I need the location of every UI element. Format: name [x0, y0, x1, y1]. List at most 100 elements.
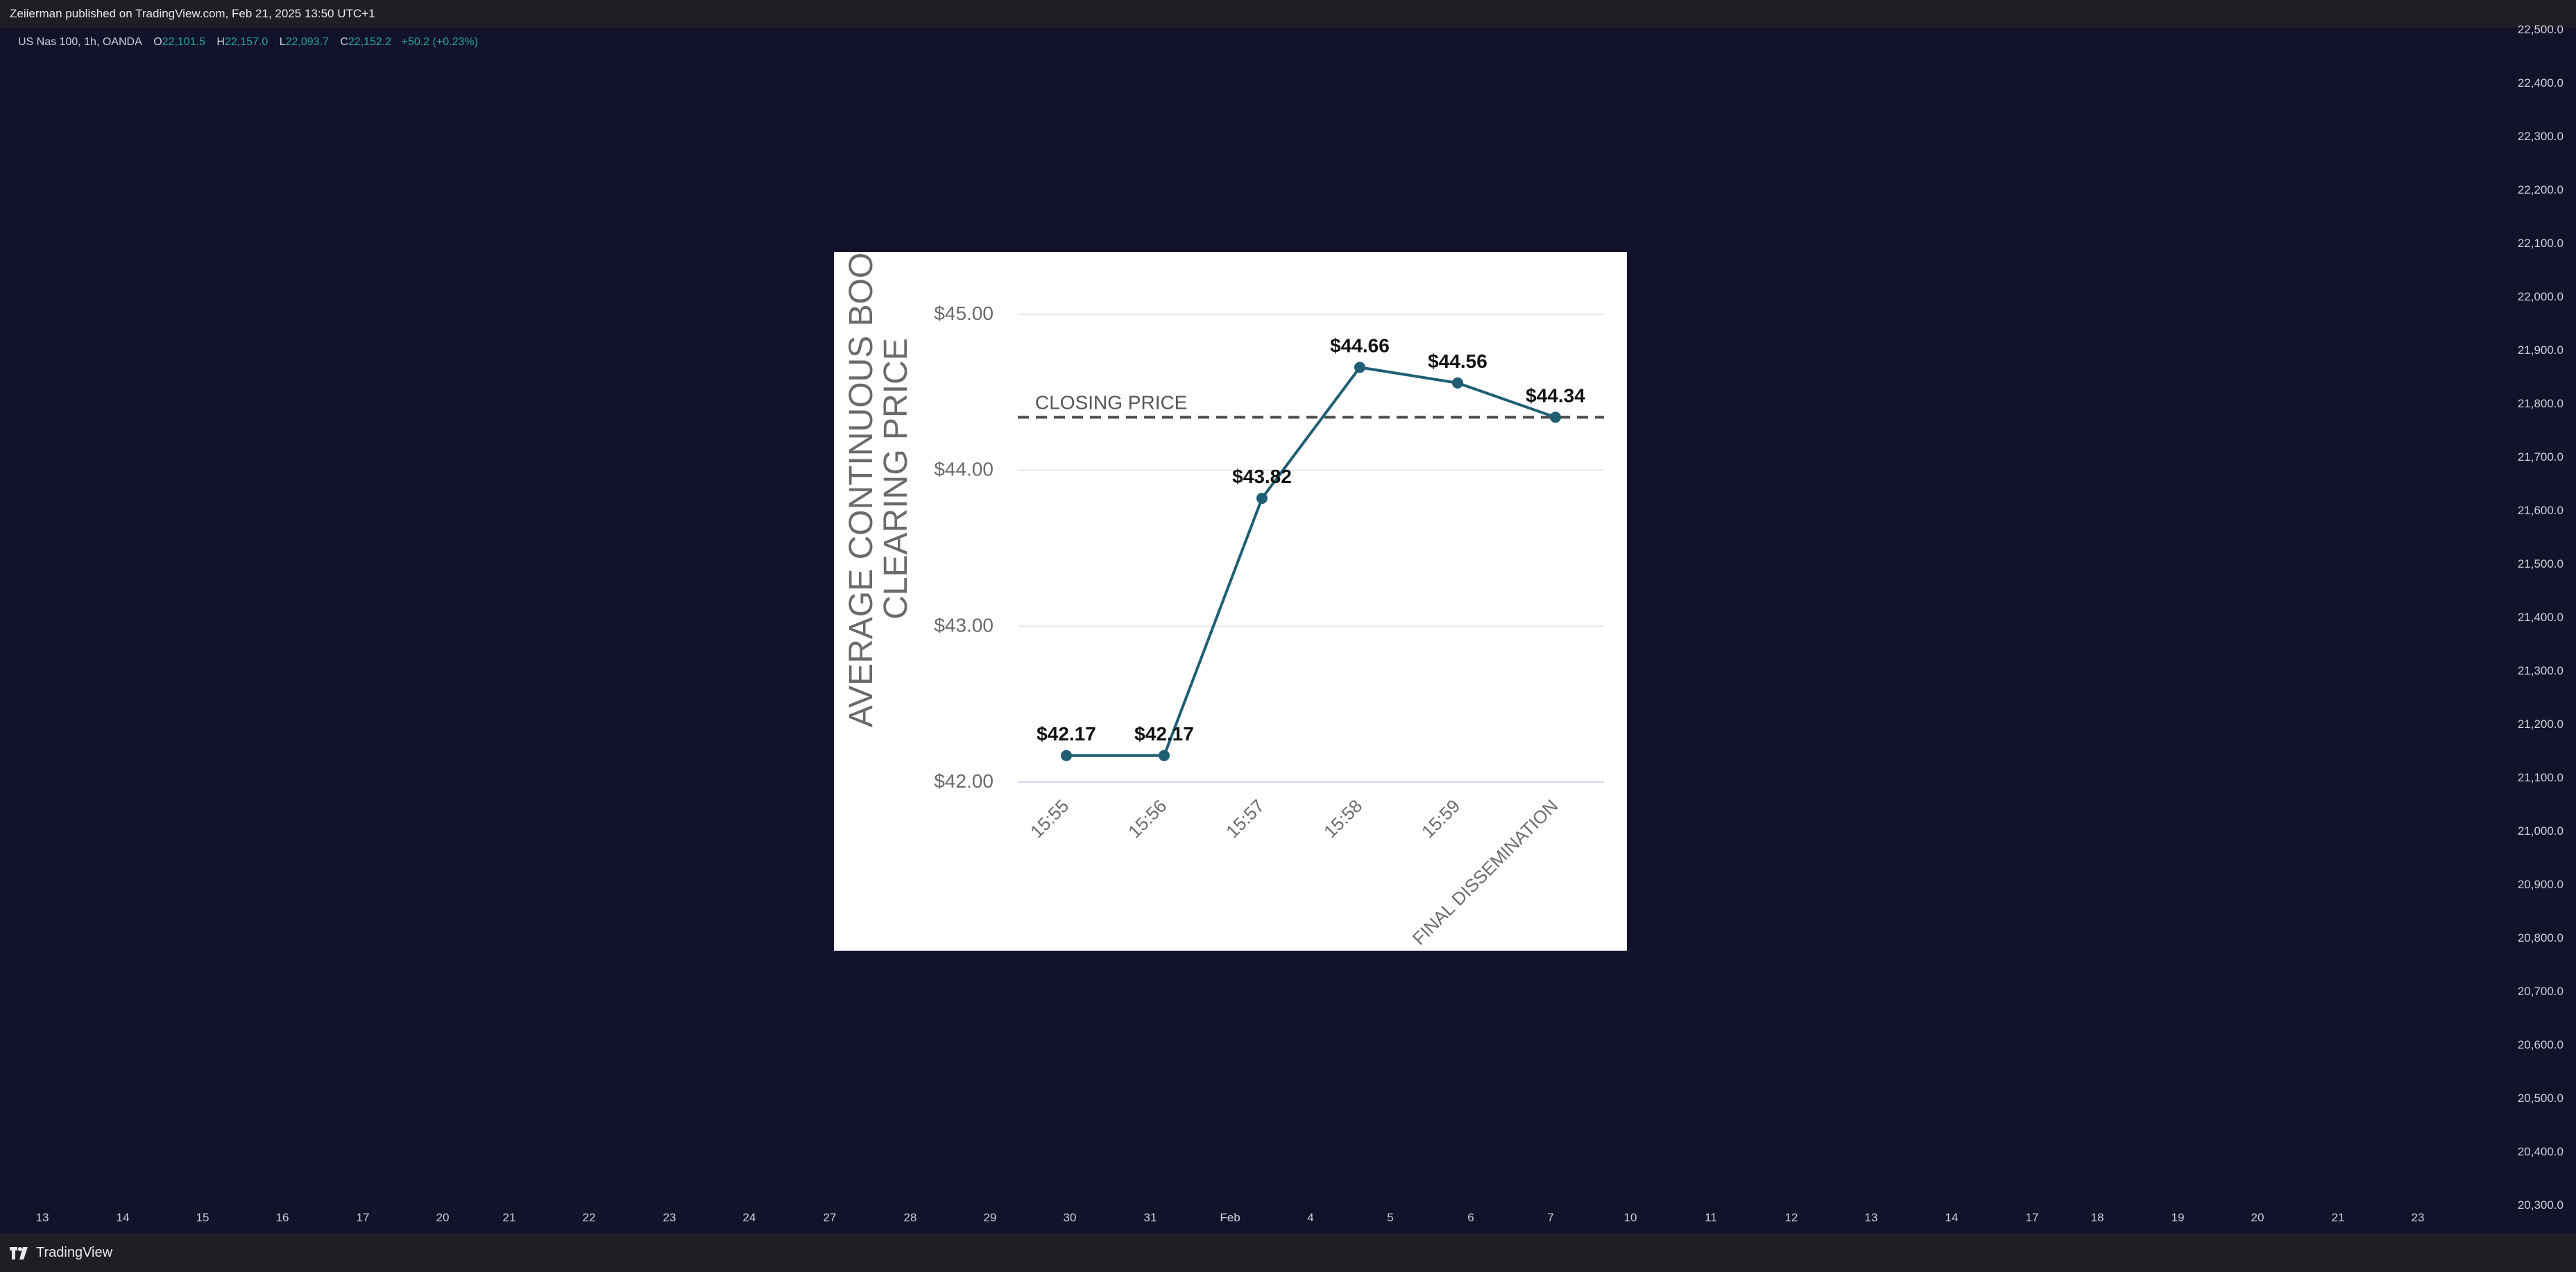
data-label: $42.17 [1037, 723, 1096, 745]
price-tick-label: 21,700.0 [2517, 450, 2564, 464]
y-tick-label: $45.00 [934, 303, 993, 324]
price-tick-label: 20,600.0 [2517, 1038, 2564, 1051]
tradingview-logo-text: TradingView [36, 1245, 113, 1260]
time-tick-label: 11 [1705, 1211, 1717, 1224]
time-tick-label: 6 [1467, 1211, 1474, 1224]
time-tick-label: 20 [436, 1211, 450, 1224]
time-tick-label: Feb [1220, 1211, 1240, 1224]
data-label: $44.66 [1330, 334, 1390, 356]
data-label: $44.34 [1526, 384, 1585, 406]
time-tick-label: 22 [582, 1211, 596, 1224]
low-label: L [279, 36, 286, 48]
time-tick-label: 18 [2090, 1211, 2104, 1224]
published-header: Zeiierman published on TradingView.com, … [0, 0, 2576, 28]
x-tick-label: 15:55 [1026, 795, 1073, 842]
time-tick-label: 19 [2171, 1211, 2185, 1224]
data-label: $42.17 [1134, 723, 1194, 745]
open-value: 22,101.5 [162, 36, 205, 48]
price-tick-label: 22,500.0 [2517, 23, 2564, 36]
price-tick-label: 22,000.0 [2517, 290, 2564, 303]
symbol-name[interactable]: US Nas 100, 1h, OANDA [18, 36, 142, 48]
time-tick-label: 24 [742, 1211, 756, 1224]
y-tick-label: $42.00 [934, 770, 993, 792]
close-value: 22,152.2 [348, 36, 392, 48]
price-tick-label: 20,300.0 [2517, 1198, 2564, 1212]
data-point [1354, 362, 1365, 373]
y-tick-label: $43.00 [934, 614, 993, 636]
data-point [1061, 749, 1072, 761]
price-tick-label: 22,400.0 [2517, 76, 2564, 90]
embedded-chart-image: $42.00 $43.00 $44.00 $45.00 AVERAGE CONTINUO… [834, 252, 1627, 951]
closing-price-label: CLOSING PRICE [1035, 391, 1187, 413]
y-tick-label: $44.00 [934, 459, 993, 480]
time-tick-label: 12 [1784, 1211, 1798, 1224]
time-tick-label: 14 [1945, 1211, 1959, 1224]
time-tick-label: 17 [2025, 1211, 2039, 1224]
time-tick-label: 4 [1307, 1211, 1314, 1224]
price-tick-label: 20,400.0 [2517, 1145, 2564, 1158]
price-tick-label: 20,800.0 [2517, 931, 2564, 944]
data-label: $43.82 [1232, 466, 1292, 487]
time-tick-label: 15 [196, 1211, 210, 1224]
time-tick-label: 7 [1547, 1211, 1554, 1224]
time-tick-label: 16 [275, 1211, 289, 1224]
y-axis-title-line-2: CLEARING PRICE [878, 338, 914, 619]
price-tick-label: 22,200.0 [2517, 183, 2564, 196]
price-tick-label: 21,300.0 [2517, 664, 2564, 677]
price-tick-label: 21,400.0 [2517, 611, 2564, 624]
price-tick-label: 20,500.0 [2517, 1092, 2564, 1105]
time-tick-label: 31 [1143, 1211, 1157, 1224]
data-point [1550, 412, 1561, 423]
open-label: O [153, 36, 162, 48]
x-tick-label: 15:58 [1320, 795, 1366, 842]
price-tick-label: 21,200.0 [2517, 718, 2564, 731]
clearing-price-line-chart: $42.00 $43.00 $44.00 $45.00 AVERAGE CONTINUO… [843, 252, 1604, 949]
y-axis-title-line-1: AVERAGE CONTINUOUS BOOK [843, 252, 880, 727]
price-tick-label: 21,900.0 [2517, 344, 2564, 357]
x-tick-label: 15:57 [1222, 795, 1268, 842]
low-value: 22,093.7 [285, 36, 329, 48]
price-tick-label: 20,700.0 [2517, 985, 2564, 998]
price-tick-label: 21,800.0 [2517, 397, 2564, 410]
published-text: Zeiierman published on TradingView.com, … [10, 7, 375, 20]
price-tick-label: 20,900.0 [2517, 878, 2564, 891]
time-tick-label: 30 [1063, 1211, 1077, 1224]
time-tick-label: 17 [356, 1211, 370, 1224]
footer-bar: TradingView [0, 1233, 2576, 1272]
x-tick-label: 15:59 [1417, 795, 1464, 842]
time-tick-label: 27 [823, 1211, 837, 1224]
symbol-info-line: US Nas 100, 1h, OANDA O22,101.5 H22,157.… [18, 36, 478, 49]
price-tick-label: 21,000.0 [2517, 824, 2564, 838]
tradingview-logo-icon [10, 1246, 28, 1260]
time-tick-label: 29 [983, 1211, 997, 1224]
data-label: $44.56 [1428, 350, 1487, 372]
time-tick-label: 21 [2331, 1211, 2345, 1224]
tradingview-logo[interactable]: TradingView [10, 1245, 112, 1261]
price-tick-label: 22,100.0 [2517, 237, 2564, 250]
time-tick-label: 13 [1864, 1211, 1878, 1224]
time-tick-label: 5 [1387, 1211, 1394, 1224]
change-value: +50.2 (+0.23%) [401, 36, 478, 48]
x-tick-label: 15:56 [1124, 795, 1170, 842]
time-tick-label: 23 [663, 1211, 676, 1224]
price-tick-label: 21,500.0 [2517, 557, 2564, 570]
price-axis[interactable]: 22,500.0 22,400.0 22,300.0 22,200.0 22,100.0… [2498, 23, 2576, 1233]
time-tick-label: 13 [35, 1211, 49, 1224]
time-tick-label: 28 [903, 1211, 917, 1224]
data-point [1256, 493, 1268, 504]
series-line [1066, 366, 1556, 757]
close-label: C [340, 36, 348, 48]
time-tick-label: 23 [2411, 1211, 2425, 1224]
data-point [1159, 749, 1170, 761]
price-tick-label: 21,100.0 [2517, 771, 2564, 784]
time-tick-label: 20 [2251, 1211, 2264, 1224]
time-axis[interactable]: 13 14 15 16 17 20 21 22 23 24 27 28 29 30 31 Feb 4 5 6 7 10 1… [11, 1203, 2498, 1233]
time-tick-label: 10 [1623, 1211, 1637, 1224]
price-tick-label: 22,300.0 [2517, 130, 2564, 143]
time-tick-label: 21 [502, 1211, 516, 1224]
high-label: H [216, 36, 225, 48]
data-point [1452, 377, 1463, 389]
price-tick-label: 21,600.0 [2517, 504, 2564, 517]
high-value: 22,157.0 [224, 36, 268, 48]
time-tick-label: 14 [116, 1211, 130, 1224]
